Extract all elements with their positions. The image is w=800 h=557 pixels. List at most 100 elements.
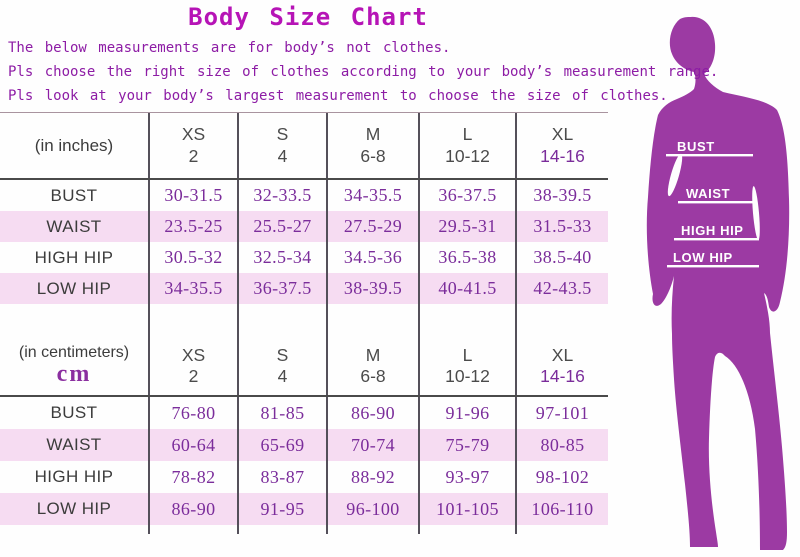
measurement-value: 31.5-33: [515, 211, 608, 242]
size-range: 4: [277, 366, 288, 386]
size-header-cell: M 6-8: [326, 113, 418, 178]
figure-label-high-hip: HIGH HIP: [681, 223, 744, 238]
size-range: 6-8: [360, 145, 386, 166]
measurement-value: 91-95: [237, 493, 326, 525]
measurement-value: 76-80: [148, 397, 237, 429]
size-header-cell: XS 2: [148, 337, 237, 395]
measurement-value: 96-100: [326, 493, 418, 525]
measurement-value: 70-74: [326, 429, 418, 461]
measurement-value: 34-35.5: [148, 273, 237, 304]
measurement-value: 29.5-31: [418, 211, 515, 242]
measurement-value: 75-79: [418, 429, 515, 461]
size-header-cell: M 6-8: [326, 337, 418, 395]
table-row: BUST 76-80 81-85 86-90 91-96 97-101: [0, 397, 608, 429]
size-name: L: [462, 344, 473, 365]
measurement-value: 25.5-27: [237, 211, 326, 242]
measurement-value: 86-90: [148, 493, 237, 525]
table-row: LOW HIP 34-35.5 36-37.5 38-39.5 40-41.5 42-43…: [0, 273, 608, 304]
column-spacer: [0, 525, 148, 534]
size-header-cell: L 10-12: [418, 113, 515, 178]
figure-label-low-hip: LOW HIP: [673, 250, 733, 265]
measurement-value: 60-64: [148, 429, 237, 461]
measurement-value: 97-101: [515, 397, 608, 429]
column-spacer: [418, 304, 515, 337]
unit-sub-label: cm: [56, 361, 92, 388]
measurement-value: 32.5-34: [237, 242, 326, 273]
table-row: HIGH HIP 78-82 83-87 88-92 93-97 98-102: [0, 461, 608, 493]
size-range: 6-8: [360, 366, 386, 386]
unit-cell: (in centimeters) cm: [0, 337, 148, 395]
measurement-value: 30.5-32: [148, 242, 237, 273]
measurement-value: 36-37.5: [237, 273, 326, 304]
table-row: WAIST 60-64 65-69 70-74 75-79 80-85: [0, 429, 608, 461]
measurement-value: 40-41.5: [418, 273, 515, 304]
measurement-value: 65-69: [237, 429, 326, 461]
measurement-value: 86-90: [326, 397, 418, 429]
bust-measure-line: [666, 154, 753, 157]
measurement-value: 101-105: [418, 493, 515, 525]
column-spacer: [326, 304, 418, 337]
size-range: 10-12: [445, 366, 490, 386]
measurement-value: 32-33.5: [237, 180, 326, 211]
instruction-line: The below measurements are for body’s no…: [8, 40, 451, 56]
size-header-cell: XL 14-16: [515, 113, 608, 178]
measurement-value: 81-85: [237, 397, 326, 429]
figure-label-bust: BUST: [677, 139, 715, 154]
size-header-cell: XS 2: [148, 113, 237, 178]
waist-measure-line: [678, 201, 755, 204]
instruction-line: Pls look at your body’s largest measurem…: [8, 88, 668, 104]
low-hip-measure-line: [667, 265, 759, 268]
column-spacer: [515, 304, 608, 337]
table-row: BUST 30-31.5 32-33.5 34-35.5 36-37.5 38-39.5: [0, 180, 608, 211]
size-header-cell: XL 14-16: [515, 337, 608, 395]
unit-label: (in inches): [34, 135, 114, 155]
measurement-label: WAIST: [46, 216, 102, 236]
size-table-centimeters: (in centimeters) cm XS 2 S 4 M 6-8 L 10-12 XL 14-16…: [0, 337, 608, 525]
size-range: 2: [188, 366, 199, 386]
size-name: XS: [181, 344, 206, 365]
measurement-value: 38-39.5: [515, 180, 608, 211]
measurement-value: 23.5-25: [148, 211, 237, 242]
left-arm-gap: [667, 153, 683, 197]
measurement-label: HIGH HIP: [34, 467, 114, 486]
measurement-value: 80-85: [515, 429, 608, 461]
measurement-value: 38.5-40: [515, 242, 608, 273]
table-row: LOW HIP 86-90 91-95 96-100 101-105 106-110: [0, 493, 608, 525]
table-header-row: (in inches) XS 2 S 4 M 6-8 L 10-12 XL 14-16: [0, 113, 608, 180]
measurement-value: 34-35.5: [326, 180, 418, 211]
column-spacer: [418, 525, 515, 534]
size-name: S: [276, 344, 289, 365]
measurement-value: 83-87: [237, 461, 326, 493]
measurement-label: BUST: [50, 185, 98, 205]
measurement-value: 36.5-38: [418, 242, 515, 273]
size-range: 14-16: [540, 145, 585, 166]
table-header-row: (in centimeters) cm XS 2 S 4 M 6-8 L 10-12 XL 14-16: [0, 337, 608, 397]
measurement-value: 88-92: [326, 461, 418, 493]
measurement-value: 42-43.5: [515, 273, 608, 304]
size-name: M: [365, 344, 381, 365]
measurement-label: LOW HIP: [36, 278, 112, 298]
table-gap: [0, 304, 608, 337]
body-silhouette: BUST WAIST HIGH HIP LOW HIP: [646, 16, 790, 550]
size-name: M: [365, 124, 381, 145]
measurement-value: 93-97: [418, 461, 515, 493]
size-range: 14-16: [540, 366, 585, 386]
measurement-value: 27.5-29: [326, 211, 418, 242]
high-hip-measure-line: [674, 238, 759, 241]
size-range: 2: [188, 145, 199, 166]
size-name: XL: [551, 344, 574, 365]
page-title: Body Size Chart: [188, 3, 428, 31]
measurement-label: LOW HIP: [36, 499, 112, 518]
column-spacer: [326, 525, 418, 534]
size-header-cell: L 10-12: [418, 337, 515, 395]
table-row: HIGH HIP 30.5-32 32.5-34 34.5-36 36.5-38 38.5…: [0, 242, 608, 273]
measurement-label: WAIST: [46, 435, 102, 454]
column-spacer: [237, 525, 326, 534]
measurement-label: HIGH HIP: [34, 247, 114, 267]
size-range: 4: [277, 145, 288, 166]
unit-label: (in centimeters): [18, 344, 130, 362]
table-tail: [0, 525, 608, 534]
measurement-value: 34.5-36: [326, 242, 418, 273]
unit-cell: (in inches): [0, 113, 148, 178]
